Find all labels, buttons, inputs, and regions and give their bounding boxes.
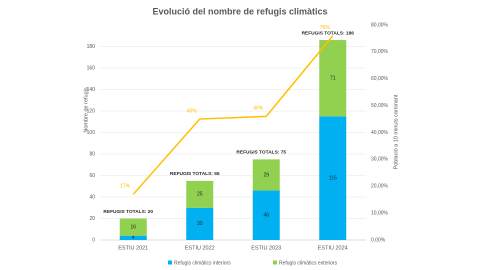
bar-value-label: 30 — [197, 221, 203, 227]
line-value-label: 76% — [320, 25, 331, 31]
x-tick-label: ESTIU 2024 — [318, 245, 348, 251]
line-value-label: 46% — [253, 106, 264, 112]
y2-tick-label: 20,00% — [371, 184, 389, 190]
legend-swatch — [168, 260, 172, 265]
y2-axis-title: Població a 10 minuts caminant — [393, 94, 399, 169]
line-value-label: 17% — [120, 184, 131, 190]
y-tick-label: 20 — [89, 216, 95, 222]
bar-value-label: 4 — [132, 235, 135, 241]
legend-label: Refugis climàtics exteriors — [279, 260, 338, 266]
bar-segment — [252, 190, 280, 240]
bar-segment — [119, 218, 147, 236]
y2-tick-label: 0,00% — [371, 237, 386, 243]
bar-segment — [186, 207, 214, 240]
total-annotation: REFUGIS TOTALS: 75 — [236, 150, 286, 156]
bar-value-label: 115 — [329, 176, 337, 182]
bar-segment — [119, 235, 147, 240]
y2-tick-label: 30,00% — [371, 157, 389, 163]
line-value-label: 45% — [187, 108, 198, 114]
legend-label: Refugis climàtics interiors — [174, 260, 231, 266]
y2-tick-label: 70,00% — [371, 49, 389, 55]
legend-swatch — [273, 260, 277, 265]
bar-value-label: 71 — [330, 76, 336, 82]
y-tick-label: 160 — [87, 65, 96, 71]
y-tick-label: 140 — [87, 87, 96, 93]
bar-value-label: 25 — [197, 192, 203, 198]
y2-tick-label: 80,00% — [371, 22, 389, 28]
y-tick-label: 40 — [89, 194, 95, 200]
y-axis-title: Nombre de refugis — [83, 87, 89, 132]
y-tick-label: 0 — [92, 237, 95, 243]
y-tick-label: 120 — [87, 108, 96, 114]
line — [132, 35, 334, 195]
x-tick-label: ESTIU 2022 — [185, 245, 215, 251]
y-tick-label: 100 — [87, 130, 96, 136]
y2-tick-label: 50,00% — [371, 103, 389, 109]
y2-tick-label: 10,00% — [371, 210, 389, 216]
bar-segment — [186, 180, 214, 208]
x-tick-label: ESTIU 2023 — [251, 245, 281, 251]
total-annotation: REFUGIS TOTALS: 55 — [170, 171, 220, 177]
y2-tick-label: 60,00% — [371, 76, 389, 82]
bar-value-label: 46 — [263, 213, 269, 219]
bar-value-label: 16 — [130, 224, 136, 230]
y-tick-label: 60 — [89, 173, 95, 179]
total-annotation: REFUGIS TOTALS: 186 — [302, 30, 355, 36]
bar-value-label: 29 — [263, 172, 269, 178]
bar-segment — [252, 159, 280, 191]
y2-tick-label: 40,00% — [371, 130, 389, 136]
x-tick-label: ESTIU 2021 — [118, 245, 148, 251]
chart-title: Evolució del nombre de refugis climàtics — [152, 6, 327, 16]
y-tick-label: 180 — [87, 44, 96, 50]
bar-segment — [319, 116, 347, 240]
y-tick-label: 80 — [89, 151, 95, 157]
total-annotation: REFUGIS TOTALS: 20 — [103, 209, 153, 215]
bar-segment — [319, 40, 347, 117]
